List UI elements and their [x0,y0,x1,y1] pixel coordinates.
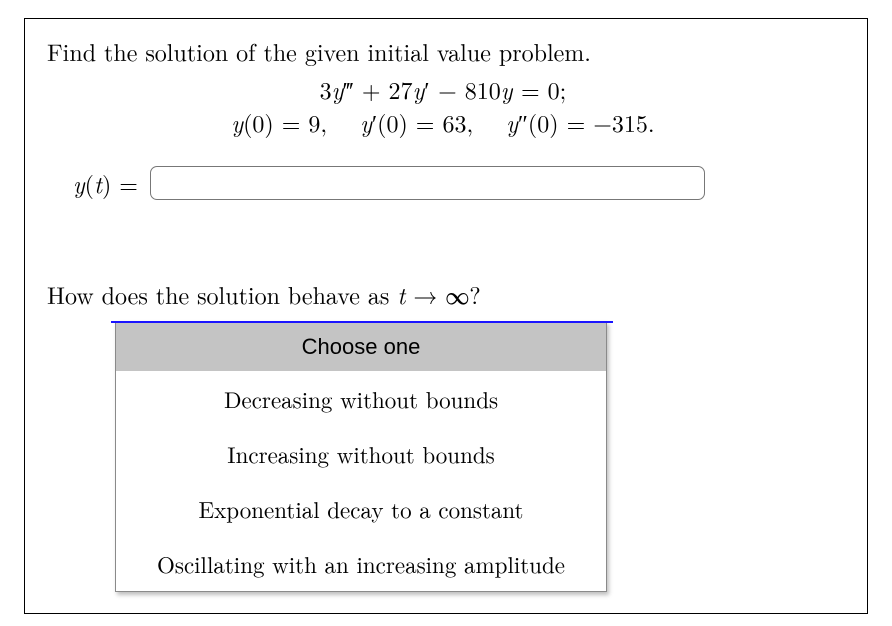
dropdown-option-4[interactable]: Oscillating with an increasing amplitude [116,536,606,591]
dropdown-option-1[interactable]: Decreasing without bounds [116,371,606,426]
dropdown-option-3[interactable]: Exponential decay to a constant [116,481,606,536]
dropdown-top-rule [111,321,613,323]
equation-line-2: y(0) = 9, y′(0) = 63, y″(0) = −315. [47,106,839,138]
answer-row: y(t) = [73,166,839,200]
answer-lhs: y(t) = [73,167,138,199]
dropdown-list: Choose one Decreasing without bounds Inc… [115,321,607,593]
behavior-dropdown[interactable]: Choose one Decreasing without bounds Inc… [115,319,605,593]
problem-frame: Find the solution of the given initial v… [24,18,868,614]
answer-input[interactable] [150,166,705,200]
equation-block: 3y‴ + 27y′ − 810y = 0; y(0) = 9, y′(0) =… [47,73,839,138]
problem-prompt: Find the solution of the given initial v… [47,35,839,67]
behavior-question: How does the solution behave as t → ∞? [47,278,839,310]
dropdown-option-2[interactable]: Increasing without bounds [116,426,606,481]
dropdown-header[interactable]: Choose one [116,322,606,372]
equation-line-1: 3y‴ + 27y′ − 810y = 0; [47,73,839,105]
